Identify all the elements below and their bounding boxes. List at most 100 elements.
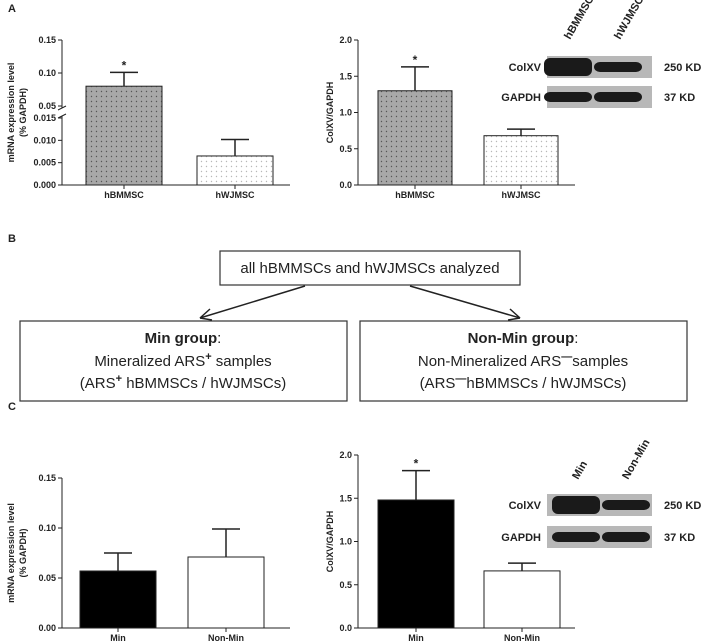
group-box (19, 320, 348, 402)
y-axis-label: mRNA expression level (6, 63, 16, 163)
y-tick-label: 0.05 (38, 573, 56, 583)
protein-label: ColXV (509, 500, 542, 512)
y-axis-label: mRNA expression level (6, 503, 16, 603)
western-blot: Min Non-Min ColXV 250 KD GAPDH 37 KD (501, 437, 701, 548)
source-box (219, 250, 521, 286)
size-label: 250 KD (664, 500, 701, 512)
line-part: Mineralized ARS (94, 353, 205, 370)
y-axis-label: (% GAPDH) (18, 528, 28, 577)
line-part: (ARS (420, 375, 456, 392)
blot-band (602, 500, 650, 510)
line-part: Non-Mineralized ARS (418, 353, 561, 370)
blot-band (552, 532, 600, 542)
y-tick-label: 0.15 (38, 473, 56, 483)
size-label: 250 KD (664, 62, 701, 74)
line-part: hBMMSCs / hWJMSCs) (122, 375, 286, 392)
group-line: Non-Mineralized ARS—samples (418, 351, 628, 370)
error-bar (104, 552, 132, 571)
blot-band (594, 62, 642, 72)
blot-band (602, 532, 650, 542)
error-bar (508, 562, 536, 571)
lane-label: Min (570, 459, 590, 482)
panel-label: B (8, 233, 16, 245)
y-tick-label: 1.0 (339, 537, 352, 547)
x-tick-label: Non-Min (504, 633, 540, 642)
bar (483, 570, 561, 629)
group-title: Min group: (145, 330, 222, 347)
protein-label: GAPDH (501, 532, 541, 544)
x-tick-label: hWJMSC (216, 190, 255, 200)
line-part: samples (572, 353, 628, 370)
y-tick-label: 0.015 (33, 113, 56, 123)
y-tick-label: 0.010 (33, 135, 56, 145)
y-axis-label: ColXV/GAPDH (325, 511, 335, 573)
protein-label: GAPDH (501, 92, 541, 104)
panel-label: C (8, 401, 16, 413)
y-tick-label: 0.0 (339, 180, 352, 190)
blot-band (552, 496, 600, 514)
superscript: + (116, 373, 122, 385)
superscript: — (561, 351, 572, 363)
bar-chart: 0.00 0.05 0.10 0.15 mRNA expression level (% … (6, 473, 290, 642)
western-blot: hBMMSC hWJMSC ColXV 250 KD GAPDH 37 KD (501, 0, 701, 108)
x-tick-label: Min (110, 633, 126, 642)
x-tick-label: hBMMSC (395, 190, 435, 200)
y-axis-label: (% GAPDH) (18, 88, 28, 137)
group-box (359, 320, 688, 402)
error-bar (507, 128, 535, 136)
bar-texture (197, 155, 273, 185)
x-tick-label: hBMMSC (104, 190, 144, 200)
group-line: (ARS+ hBMMSCs / hWJMSCs) (80, 373, 286, 392)
diagram: all hBMMSCs and hWJMSCs analyzed Min gro… (19, 250, 688, 402)
blot-band (544, 92, 592, 102)
blot-band (544, 58, 592, 76)
significance-mark: * (413, 53, 418, 67)
lane-label: hWJMSC (612, 0, 646, 42)
protein-label: ColXV (509, 62, 542, 74)
y-tick-label: 0.00 (38, 623, 56, 633)
bar (187, 556, 265, 629)
y-tick-label: 0.000 (33, 180, 56, 190)
line-part: hBMMSCs / hWJMSCs) (466, 375, 626, 392)
group-name: Min group (145, 330, 217, 347)
bar (377, 499, 455, 629)
lane-label: hBMMSC (562, 0, 597, 41)
arrow (409, 285, 521, 319)
error-bar (402, 469, 430, 500)
y-tick-label: 0.5 (339, 144, 352, 154)
bar-texture (484, 135, 558, 185)
y-tick-label: 0.10 (38, 523, 56, 533)
error-bar (221, 138, 249, 156)
significance-mark: * (122, 58, 127, 72)
x-tick-label: Non-Min (208, 633, 244, 642)
group-line: (ARS—hBMMSCs / hWJMSCs) (420, 373, 627, 392)
axis-break (57, 105, 67, 119)
line-part: (ARS (80, 375, 116, 392)
group-name: Non-Min group (468, 330, 575, 347)
group-title-suffix: : (574, 330, 578, 347)
source-text: all hBMMSCs and hWJMSCs analyzed (240, 260, 499, 277)
error-bar (401, 66, 429, 91)
superscript: + (205, 351, 211, 363)
significance-mark: * (414, 457, 419, 471)
y-tick-label: 0.05 (38, 101, 56, 111)
bar-texture (86, 86, 162, 185)
line-part: samples (212, 353, 272, 370)
arrow-head (507, 308, 521, 321)
y-tick-label: 0.10 (38, 68, 56, 78)
bar (79, 570, 157, 629)
group-line: Mineralized ARS+ samples (94, 351, 271, 370)
bar-chart: 0.000 0.005 0.010 0.015 0.05 0.10 0.15 mRNA exp… (6, 35, 290, 200)
bar-texture (378, 90, 452, 185)
y-tick-label: 2.0 (339, 35, 352, 45)
y-tick-label: 0.0 (339, 623, 352, 633)
blot-band (594, 92, 642, 102)
size-label: 37 KD (664, 532, 695, 544)
x-tick-label: Min (408, 633, 424, 642)
error-bar (110, 71, 138, 87)
y-tick-label: 1.5 (339, 71, 352, 81)
error-bar (212, 528, 240, 557)
group-title: Non-Min group: (468, 330, 579, 347)
y-axis-label: ColXV/GAPDH (325, 82, 335, 144)
